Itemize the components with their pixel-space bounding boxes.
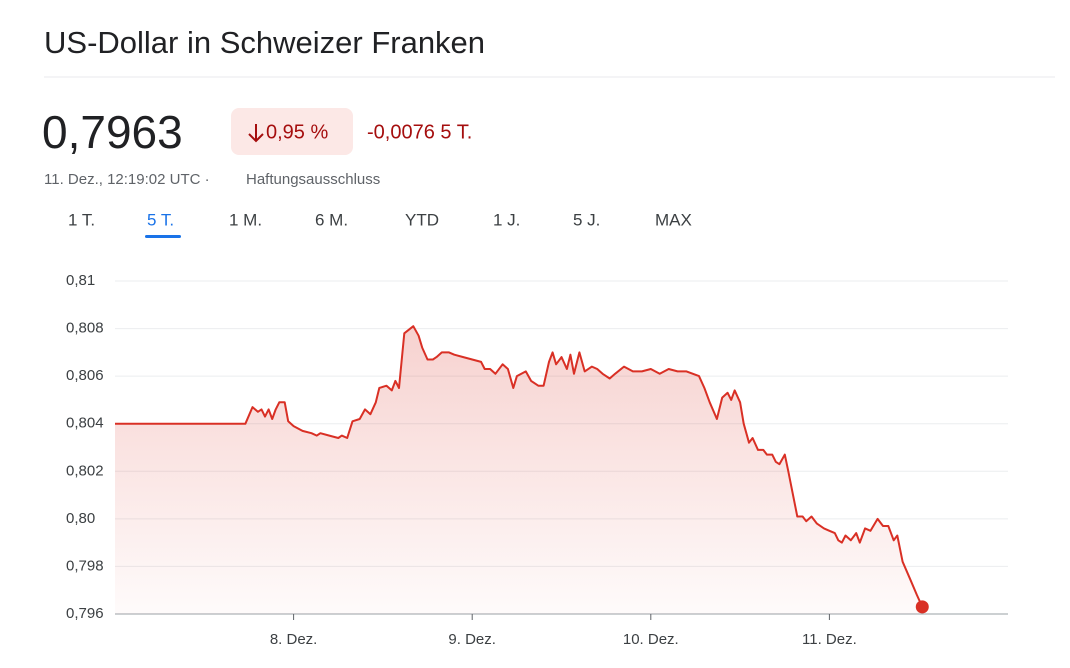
- x-tick-label: 10. Dez.: [623, 631, 679, 648]
- change-value: -0,0076 5 T.: [367, 121, 472, 143]
- y-tick-label: 0,806: [66, 367, 104, 384]
- range-tab[interactable]: YTD: [405, 210, 439, 229]
- range-tab[interactable]: 1 J.: [493, 210, 520, 229]
- tab-underline: [145, 235, 181, 238]
- x-tick-label: 9. Dez.: [448, 631, 496, 648]
- current-point: [915, 600, 929, 614]
- range-tab[interactable]: 5 J.: [573, 210, 600, 229]
- price: 0,7963: [42, 106, 183, 158]
- range-tabs: 1 T. 5 T. 1 M. 6 M. YTD 1 J. 5 J. MAX: [68, 210, 692, 238]
- y-tick-label: 0,804: [66, 415, 104, 432]
- y-tick-label: 0,81: [66, 272, 95, 289]
- y-tick-label: 0,802: [66, 462, 104, 479]
- price-line: [115, 325, 924, 608]
- change-badge: [231, 108, 353, 155]
- plot: 0,796 0,798 0,80 0,802 0,804 0,806 0,808 0,81 8.…: [66, 272, 1008, 648]
- range-tab[interactable]: 1 T.: [68, 210, 95, 229]
- range-tab[interactable]: 1 M.: [229, 210, 262, 229]
- y-tick-label: 0,808: [66, 320, 104, 337]
- timestamp: 11. Dez., 12:19:02 UTC ·: [44, 171, 210, 188]
- change-percent: 0,95 %: [266, 121, 328, 143]
- area: [115, 326, 923, 614]
- x-tick-label: 8. Dez.: [270, 631, 318, 648]
- down-arrow: [248, 124, 264, 143]
- y-tick-label: 0,798: [66, 557, 104, 574]
- x-tick-label: 11. Dez.: [802, 631, 857, 648]
- title: US-Dollar in Schweizer Franken: [44, 25, 485, 60]
- range-tab[interactable]: MAX: [655, 210, 692, 229]
- range-tab[interactable]: 5 T.: [147, 210, 174, 229]
- disclaimer-link[interactable]: Haftungsausschluss: [246, 171, 380, 188]
- y-tick-label: 0,80: [66, 510, 95, 527]
- range-tab[interactable]: 6 M.: [315, 210, 348, 229]
- y-tick-label: 0,796: [66, 605, 104, 622]
